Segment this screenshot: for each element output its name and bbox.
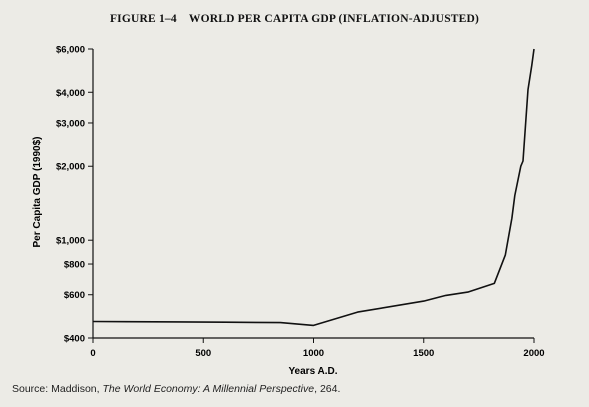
series-line-0 (92, 48, 535, 327)
y-axis: $400 $600 $800 $1,000 $2,000 $3,000 $4,000 $6,0… (56, 45, 93, 345)
y-tick-label: $4,000 (56, 88, 85, 99)
y-tick-label: $600 (64, 290, 85, 301)
x-tick-label: 1500 (413, 348, 434, 359)
y-tick-label: $1,000 (56, 236, 85, 247)
x-axis: 0 500 1000 1500 2000 (90, 338, 545, 359)
y-tick-label: $800 (64, 260, 85, 271)
x-tick-label: 1000 (303, 348, 324, 359)
y-tick-label: $400 (64, 334, 85, 345)
x-tick-label: 500 (195, 348, 211, 359)
plot-area (92, 49, 534, 339)
y-tick-label: $2,000 (56, 162, 85, 173)
series-layer (92, 48, 535, 327)
y-tick-label: $3,000 (56, 118, 85, 129)
source-note: Source: Maddison, The World Economy: A M… (12, 383, 340, 395)
source-prefix: Source: Maddison, (12, 383, 103, 395)
x-axis-label: Years A.D. (288, 366, 337, 377)
source-title: The World Economy: A Millennial Perspect… (102, 383, 315, 395)
y-axis-label: Per Capita GDP (1990$) (32, 137, 43, 248)
source-suffix: , 264. (314, 383, 341, 395)
x-tick-label: 2000 (523, 348, 544, 359)
y-tick-label: $6,000 (56, 45, 85, 56)
chart-title: FIGURE 1–4 WORLD PER CAPITA GDP (INFLATI… (109, 13, 480, 25)
x-tick-label: 0 (90, 348, 95, 359)
